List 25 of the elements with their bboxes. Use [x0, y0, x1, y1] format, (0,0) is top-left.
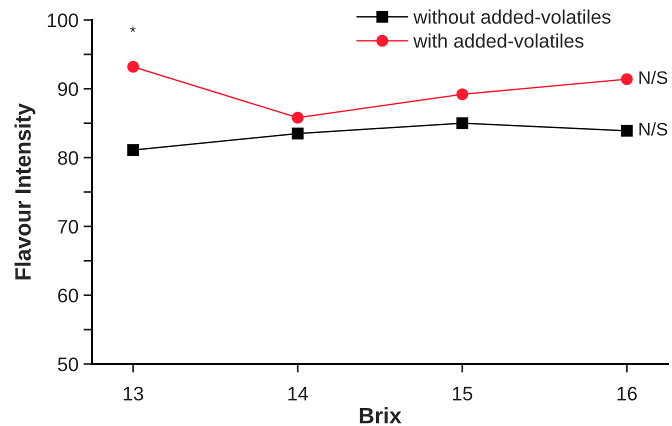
- y-tick-label: 90: [58, 82, 78, 96]
- legend-label: with added-volatiles: [413, 33, 584, 48]
- point: [292, 112, 304, 124]
- x-axis-title: Brix: [360, 407, 402, 424]
- point: [127, 144, 140, 156]
- point: [292, 128, 304, 140]
- y-tick-label: 80: [58, 151, 78, 165]
- annotation: *: [130, 26, 136, 32]
- x-tick-label: 13: [124, 386, 144, 401]
- point: [620, 73, 633, 86]
- y-tick-label: 60: [58, 288, 78, 302]
- annotation: N/S: [639, 70, 668, 84]
- point: [456, 117, 468, 130]
- annotation: N/S: [639, 122, 668, 136]
- point: [127, 60, 140, 73]
- y-tick-label: 50: [58, 357, 78, 372]
- point: [620, 124, 633, 137]
- y-axis-title: Flavour Intensity: [14, 103, 36, 280]
- x-tick-label: 14: [288, 386, 308, 400]
- x-tick-label: 15: [452, 386, 472, 401]
- point: [456, 88, 468, 100]
- x-tick-label: 16: [618, 386, 637, 401]
- y-tick-label: 70: [58, 220, 78, 234]
- y-tick-label: 100: [48, 13, 78, 28]
- legend-label: without added-volatiles: [413, 10, 610, 24]
